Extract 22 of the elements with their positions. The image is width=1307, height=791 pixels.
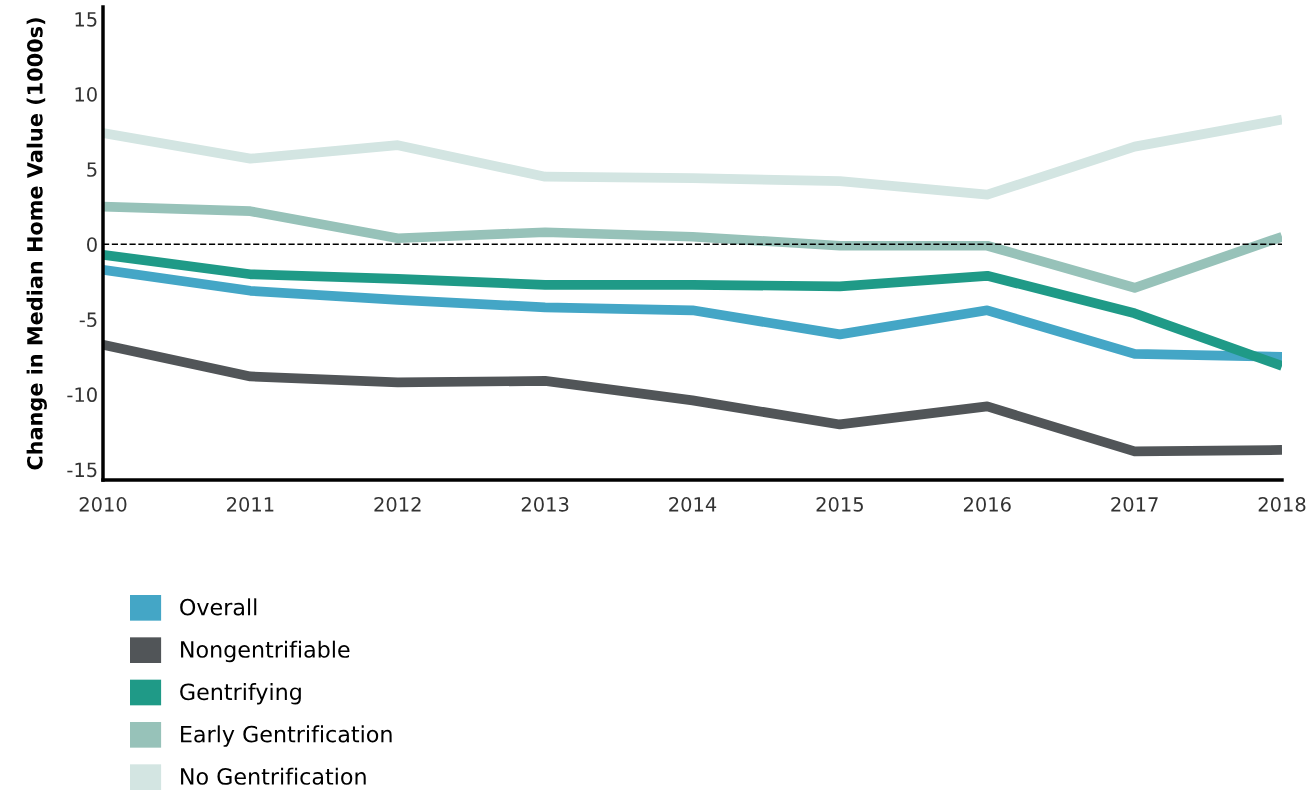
y-tick-label: -10 bbox=[67, 387, 97, 403]
y-tick-label: 15 bbox=[75, 12, 97, 27]
x-tick-label: 2015 bbox=[816, 497, 863, 512]
x-tick-label: 2017 bbox=[1111, 497, 1158, 512]
y-tick-label: 0 bbox=[87, 237, 97, 252]
y-axis-title: Change in Median Home Value (1000s) bbox=[26, 18, 47, 470]
y-tick-label: -5 bbox=[79, 312, 97, 327]
legend-label: Nongentrifiable bbox=[181, 640, 350, 663]
legend-label: No Gentrification bbox=[181, 767, 366, 785]
legend-label: Overall bbox=[180, 598, 257, 616]
x-tick-label: 2012 bbox=[374, 497, 421, 512]
x-tick-label: 2010 bbox=[79, 497, 127, 512]
legend-label: Early Gentrification bbox=[181, 725, 392, 747]
y-tick-label: -15 bbox=[67, 462, 97, 478]
x-tick-label: 2013 bbox=[521, 497, 569, 512]
y-tick-label: 5 bbox=[87, 162, 97, 177]
x-tick-label: 2011 bbox=[227, 497, 274, 512]
x-tick-label: 2016 bbox=[963, 497, 1011, 512]
x-tick-label: 2018 bbox=[1258, 497, 1306, 512]
x-tick-label: 2014 bbox=[669, 497, 717, 512]
y-tick-label: 10 bbox=[75, 87, 97, 102]
legend-label: Gentrifying bbox=[180, 683, 301, 705]
